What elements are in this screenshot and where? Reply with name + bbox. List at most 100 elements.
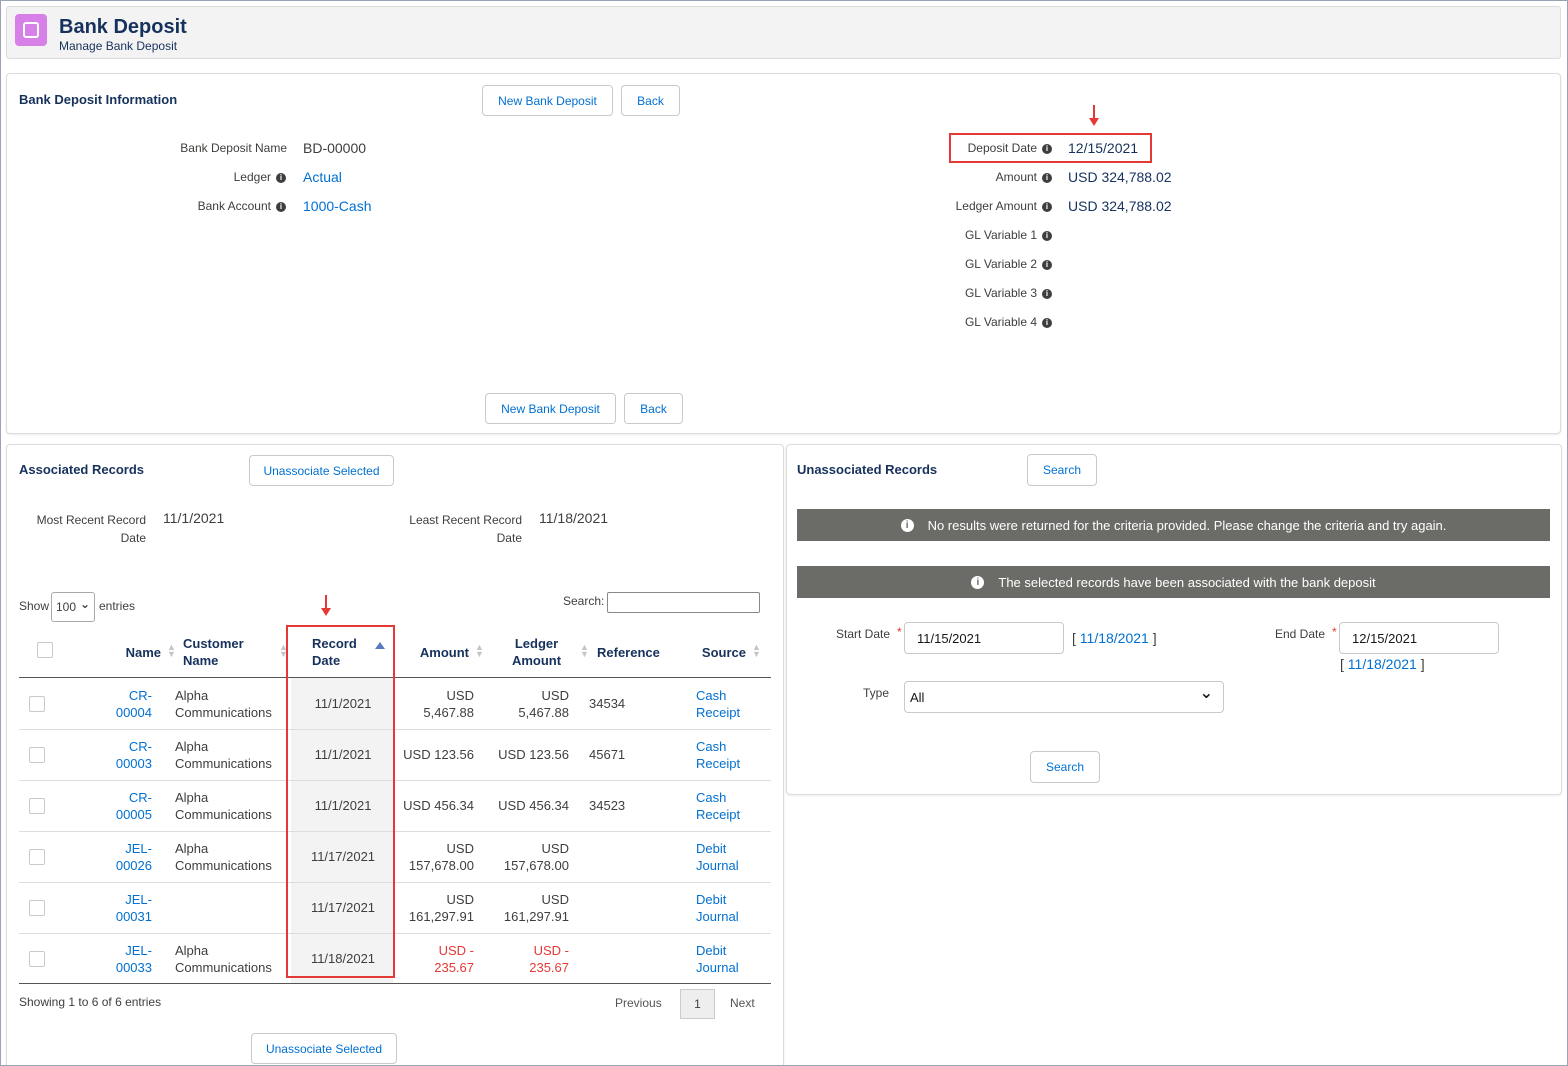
table-cell[interactable]: Debit Journal	[681, 882, 771, 933]
sort-indicator: ▲ ▼	[752, 642, 761, 659]
row-checkbox[interactable]	[29, 849, 45, 865]
column-header[interactable]: Ledger Amount	[511, 636, 562, 668]
column-header[interactable]: Record Date	[312, 636, 357, 668]
table-cell[interactable]: CR-00004	[71, 678, 166, 729]
label: Search:	[563, 594, 605, 608]
table-cell: USD - 235.67	[393, 933, 491, 984]
button[interactable]: New Bank Deposit	[482, 85, 613, 116]
button[interactable]: Search	[1027, 454, 1097, 486]
info-icon[interactable]: i	[276, 172, 286, 183]
table-cell[interactable]: JEL-00033	[71, 933, 166, 984]
date-link-text[interactable]: 11/18/2021	[1347, 656, 1417, 672]
pagination-previous[interactable]: Previous	[615, 996, 662, 1010]
info-icon[interactable]: i	[1042, 317, 1052, 328]
date-input[interactable]: 12/15/2021	[1339, 622, 1499, 654]
column-header[interactable]: Name	[125, 644, 161, 660]
info-icon[interactable]: i	[900, 518, 914, 532]
caret: ⌄	[1199, 685, 1213, 702]
info-icon[interactable]: i	[276, 201, 286, 212]
row-checkbox[interactable]	[29, 747, 45, 763]
field-value[interactable]: 1000-Cash	[303, 198, 372, 214]
row-checkbox[interactable]	[29, 900, 45, 916]
record-link[interactable]: CR-00004	[115, 687, 152, 720]
record-link[interactable]: JEL-00033	[115, 942, 152, 975]
table-cell: USD 161,297.91	[491, 882, 586, 933]
row-rule	[19, 831, 771, 832]
cell-text: 11/17/2021	[310, 900, 376, 915]
button[interactable]: Back	[624, 393, 683, 424]
button[interactable]: Unassociate Selected	[251, 1033, 397, 1064]
table-cell[interactable]: CR-00003	[71, 729, 166, 780]
record-link[interactable]: Cash Receipt	[696, 687, 741, 720]
info-icon[interactable]: i	[1042, 230, 1052, 241]
table-cell[interactable]: CR-00005	[71, 780, 166, 831]
info-icon[interactable]: i	[1042, 201, 1052, 212]
entries-select[interactable]: 100 ⌄	[51, 592, 95, 622]
info-icon[interactable]: i	[1042, 288, 1052, 299]
button[interactable]: New Bank Deposit	[485, 393, 616, 424]
cell-text: USD 123.56	[403, 747, 474, 762]
table-cell[interactable]: Debit Journal	[681, 933, 771, 984]
column-header[interactable]: Reference	[597, 644, 660, 660]
date-link-text[interactable]: 11/18/2021	[1079, 630, 1149, 646]
cell-text: USD 456.34	[403, 798, 474, 813]
table-cell: USD 161,297.91	[393, 882, 491, 933]
type-select[interactable]: All ⌄	[904, 681, 1224, 713]
field-value[interactable]: Actual	[303, 169, 342, 185]
record-link[interactable]: CR-00003	[115, 738, 152, 771]
app-icon-glyph	[23, 22, 39, 38]
arrow-shaft	[325, 595, 327, 609]
cell-text: Alpha Communications	[175, 942, 272, 975]
date-input[interactable]: 11/15/2021	[904, 622, 1064, 654]
table-cell[interactable]: JEL-00031	[71, 882, 166, 933]
column-header[interactable]: Customer Name	[183, 636, 244, 668]
button[interactable]: Unassociate Selected	[249, 455, 394, 486]
record-link[interactable]: JEL-00026	[115, 840, 152, 873]
field-label: Start Date	[836, 627, 891, 641]
info-icon[interactable]: i	[971, 575, 985, 589]
field-label: End Date	[1275, 627, 1326, 641]
section-title: Bank Deposit Information	[19, 92, 178, 107]
cell-text: USD 5,467.88	[518, 687, 569, 720]
button[interactable]: Back	[621, 85, 680, 116]
column-header[interactable]: Source	[701, 644, 746, 660]
search-input[interactable]	[607, 592, 760, 613]
row-checkbox[interactable]	[29, 798, 45, 814]
table-cell[interactable]: Debit Journal	[681, 831, 771, 882]
cell-text: USD - 235.67	[434, 942, 474, 975]
row-rule	[19, 729, 771, 730]
field-label: Amount i	[851, 169, 1052, 186]
info-icon[interactable]: i	[1042, 259, 1052, 270]
column-header[interactable]: Amount	[419, 644, 469, 660]
record-link[interactable]: Debit Journal	[696, 942, 739, 975]
field-value: USD 324,788.02	[1068, 198, 1172, 214]
header-rule	[19, 677, 771, 678]
record-link[interactable]: Debit Journal	[696, 891, 739, 924]
record-link[interactable]: Cash Receipt	[696, 789, 741, 822]
button[interactable]: Search	[1030, 751, 1100, 783]
row-checkbox[interactable]	[29, 696, 45, 712]
app-icon	[15, 14, 47, 46]
record-link[interactable]: Debit Journal	[696, 840, 739, 873]
record-link[interactable]: CR-00005	[115, 789, 152, 822]
pagination-page[interactable]: 1	[680, 989, 715, 1019]
table-cell[interactable]: Cash Receipt	[681, 678, 771, 729]
field-label: Most Recent Record Date	[36, 513, 146, 545]
header-checkbox[interactable]	[37, 642, 53, 658]
pagination-next[interactable]: Next	[730, 996, 755, 1010]
table-cell: USD 157,678.00	[491, 831, 586, 882]
record-link[interactable]: JEL-00031	[115, 891, 152, 924]
row-checkbox[interactable]	[29, 951, 45, 967]
record-link[interactable]: Cash Receipt	[696, 738, 741, 771]
table-cell[interactable]: Cash Receipt	[681, 780, 771, 831]
info-icon[interactable]: i	[1042, 172, 1052, 183]
info-icon[interactable]: i	[1042, 143, 1052, 154]
field-value: BD-00000	[303, 140, 367, 156]
table-cell[interactable]: Cash Receipt	[681, 729, 771, 780]
table-cell: 11/18/2021	[291, 933, 393, 984]
table-cell: Alpha Communications	[166, 678, 291, 729]
table-cell[interactable]: JEL-00026	[71, 831, 166, 882]
